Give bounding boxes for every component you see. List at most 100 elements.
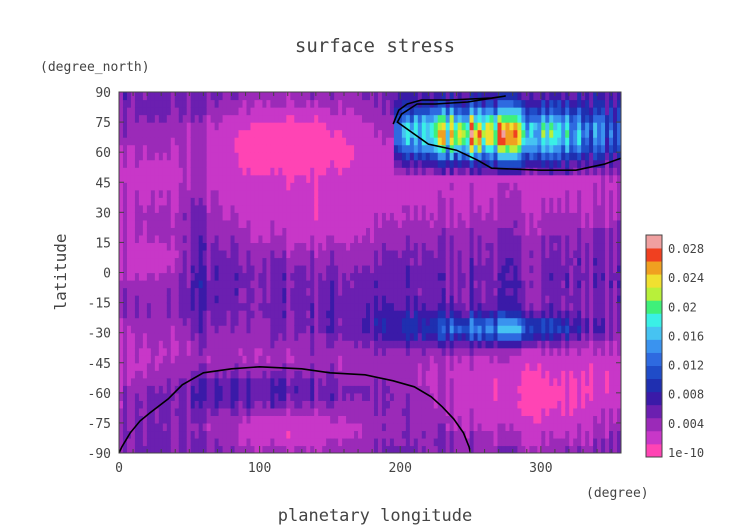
heatmap-cell	[222, 174, 228, 183]
heatmap-cell	[354, 295, 359, 304]
heatmap-cell	[413, 174, 419, 183]
heatmap-cell	[290, 287, 295, 296]
heatmap-cell	[417, 152, 423, 161]
heatmap-cell	[230, 249, 236, 259]
heatmap-cell	[286, 129, 291, 138]
heatmap-cell	[146, 422, 152, 432]
heatmap-cell	[214, 152, 220, 161]
heatmap-cell	[126, 129, 132, 138]
heatmap-cell	[449, 355, 455, 364]
heatmap-cell	[497, 400, 503, 409]
heatmap-cell	[457, 370, 463, 379]
heatmap-cell	[449, 407, 455, 416]
heatmap-cell	[154, 392, 160, 401]
heatmap-cell	[401, 295, 407, 304]
heatmap-cell	[517, 249, 522, 259]
heatmap-cell	[170, 430, 176, 439]
heatmap-cell	[401, 415, 407, 424]
heatmap-cell	[389, 302, 395, 311]
heatmap-cell	[282, 99, 287, 108]
heatmap-cell	[186, 152, 192, 161]
heatmap-cell	[346, 400, 351, 409]
heatmap-cell	[525, 92, 530, 101]
heatmap-cell	[238, 355, 244, 364]
heatmap-cell	[282, 167, 287, 176]
heatmap-cell	[142, 280, 148, 289]
heatmap-cell	[286, 430, 291, 439]
heatmap-cell	[298, 92, 303, 101]
heatmap-cell	[234, 129, 240, 138]
heatmap-cell	[457, 242, 463, 251]
heatmap-cell	[358, 287, 363, 296]
heatmap-cell	[174, 257, 180, 266]
heatmap-cell	[497, 437, 503, 447]
heatmap-cell	[529, 332, 534, 341]
heatmap-cell	[138, 325, 144, 334]
heatmap-cell	[154, 189, 160, 198]
heatmap-cell	[202, 167, 208, 176]
heatmap-cell	[150, 257, 156, 266]
heatmap-cell	[306, 392, 311, 401]
heatmap-cell	[314, 332, 319, 341]
heatmap-cell	[166, 204, 172, 213]
heatmap-cell	[302, 234, 307, 244]
heatmap-cell	[477, 385, 483, 394]
heatmap-cell	[222, 159, 228, 168]
heatmap-cell	[250, 257, 256, 266]
heatmap-cell	[298, 340, 303, 349]
heatmap-cell	[529, 257, 534, 266]
heatmap-cell	[130, 144, 136, 153]
heatmap-cell	[485, 362, 491, 371]
heatmap-cell	[350, 234, 355, 244]
heatmap-cell	[509, 99, 515, 108]
heatmap-cell	[230, 392, 236, 401]
heatmap-cell	[485, 280, 491, 289]
heatmap-cell	[389, 144, 395, 153]
heatmap-cell	[294, 325, 299, 334]
heatmap-cell	[246, 445, 252, 453]
heatmap-cell	[242, 362, 248, 371]
heatmap-cell	[393, 437, 399, 447]
heatmap-cell	[274, 99, 279, 108]
heatmap-cell	[186, 227, 192, 236]
heatmap-cell	[138, 287, 144, 296]
heatmap-cell	[310, 385, 315, 394]
heatmap-cell	[134, 272, 140, 281]
heatmap-cell	[517, 219, 522, 228]
heatmap-cell	[134, 392, 140, 401]
heatmap-cell	[497, 407, 503, 416]
heatmap-cell	[278, 152, 283, 161]
heatmap-cell	[501, 287, 507, 296]
heatmap-cell	[381, 362, 387, 371]
heatmap-field	[119, 92, 621, 453]
heatmap-cell	[119, 122, 124, 131]
heatmap-cell	[366, 189, 371, 198]
heatmap-cell	[457, 400, 463, 409]
heatmap-cell	[489, 430, 495, 439]
heatmap-cell	[298, 189, 303, 198]
heatmap-cell	[174, 137, 180, 146]
heatmap-cell	[170, 144, 176, 153]
heatmap-cell	[381, 242, 387, 251]
heatmap-cell	[338, 152, 343, 161]
heatmap-cell	[166, 122, 172, 131]
heatmap-cell	[433, 159, 439, 168]
heatmap-cell	[513, 99, 519, 108]
heatmap-cell	[453, 234, 459, 244]
heatmap-cell	[377, 129, 383, 138]
heatmap-cell	[425, 92, 431, 101]
heatmap-cell	[330, 99, 335, 108]
heatmap-cell	[513, 242, 519, 251]
heatmap-cell	[146, 189, 152, 198]
heatmap-cell	[433, 340, 439, 349]
heatmap-cell	[310, 114, 315, 123]
heatmap-cell	[354, 212, 359, 221]
heatmap-cell	[122, 340, 128, 349]
heatmap-cell	[529, 377, 534, 386]
heatmap-cell	[134, 385, 140, 394]
heatmap-cell	[278, 317, 283, 326]
heatmap-cell	[437, 122, 443, 131]
heatmap-cell	[509, 137, 515, 146]
heatmap-cell	[146, 377, 152, 386]
heatmap-cell	[465, 407, 471, 416]
